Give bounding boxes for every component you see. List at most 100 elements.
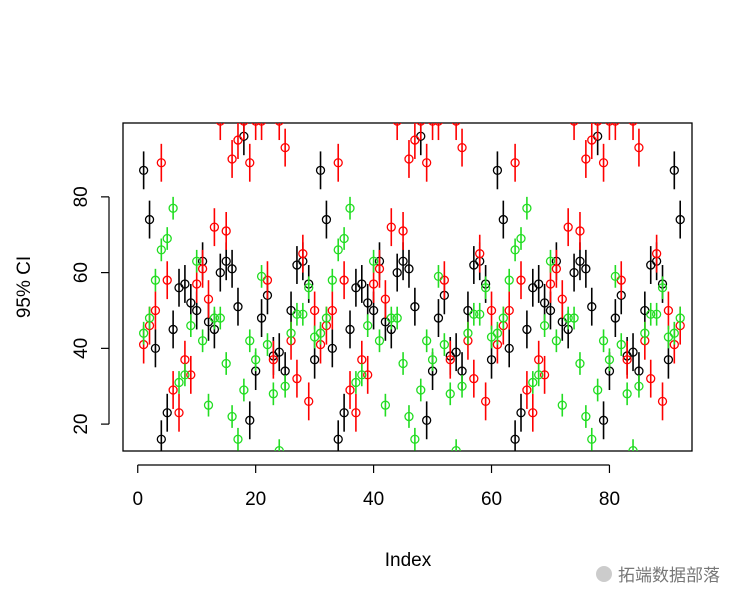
y-tick-label: 80: [71, 186, 92, 207]
point: [669, 165, 679, 175]
point: [657, 283, 668, 293]
point: [333, 158, 343, 168]
point: [227, 154, 237, 164]
point: [404, 411, 414, 422]
point: [209, 313, 220, 323]
point: [522, 324, 532, 335]
y-tick-label: 20: [71, 414, 92, 435]
point: [581, 411, 591, 422]
point: [274, 445, 284, 451]
point: [522, 385, 532, 395]
point: [504, 305, 514, 316]
point: [433, 313, 444, 323]
point: [510, 245, 520, 255]
point: [557, 294, 567, 304]
point: [475, 249, 485, 259]
point: [545, 279, 556, 289]
point: [144, 313, 155, 323]
point: [186, 320, 196, 331]
point: [162, 275, 172, 285]
point: [215, 267, 225, 278]
point: [345, 324, 355, 335]
point: [262, 339, 273, 350]
point: [628, 445, 638, 451]
point: [416, 123, 426, 126]
point: [168, 385, 178, 395]
point: [216, 123, 225, 126]
point: [168, 324, 178, 335]
point: [315, 165, 326, 175]
point: [587, 302, 597, 312]
point: [221, 358, 231, 369]
point: [663, 355, 674, 365]
point: [180, 279, 190, 289]
point: [434, 123, 443, 126]
point: [363, 370, 373, 380]
point: [398, 226, 408, 236]
point: [174, 377, 184, 388]
x-axis-label: Index: [385, 550, 432, 571]
point: [557, 400, 567, 410]
point: [451, 347, 461, 357]
point: [516, 275, 526, 285]
point: [563, 313, 573, 323]
point: [251, 355, 261, 365]
point: [469, 309, 479, 319]
point: [492, 165, 503, 175]
point: [357, 370, 367, 380]
point: [227, 264, 237, 274]
point: [404, 154, 414, 164]
point: [610, 313, 620, 323]
point: [457, 381, 467, 391]
point: [138, 165, 149, 175]
point: [186, 370, 196, 380]
point: [598, 336, 609, 346]
point: [186, 298, 196, 308]
point: [410, 434, 420, 444]
point: [528, 377, 538, 388]
point: [545, 305, 556, 316]
point: [469, 374, 479, 384]
point: [363, 298, 373, 308]
point: [551, 336, 562, 346]
point: [156, 158, 166, 168]
point: [256, 313, 267, 323]
watermark-icon: [596, 566, 612, 582]
point: [605, 123, 614, 126]
point: [675, 313, 685, 323]
point: [416, 385, 426, 395]
watermark: 拓端数据部落: [618, 566, 720, 585]
point: [480, 283, 491, 293]
point: [492, 328, 503, 338]
point: [245, 336, 255, 346]
point: [168, 203, 178, 213]
point: [593, 123, 602, 126]
point: [251, 123, 260, 126]
point: [345, 203, 355, 213]
point: [321, 214, 332, 225]
point: [345, 385, 355, 395]
point: [445, 389, 455, 399]
point: [368, 256, 379, 266]
point: [197, 264, 208, 274]
point: [150, 343, 161, 354]
point: [380, 400, 391, 410]
point: [575, 226, 585, 236]
point: [551, 264, 562, 274]
point: [587, 434, 597, 444]
point: [504, 275, 514, 285]
point: [581, 264, 591, 274]
point: [422, 158, 432, 168]
point: [386, 313, 396, 323]
point: [539, 298, 550, 308]
point: [422, 336, 432, 346]
point: [268, 389, 279, 399]
point: [150, 275, 161, 285]
point: [646, 374, 656, 384]
point: [363, 320, 373, 331]
x-tick-label: 80: [599, 489, 620, 510]
point: [245, 415, 255, 425]
point: [374, 336, 385, 346]
point: [304, 396, 314, 407]
